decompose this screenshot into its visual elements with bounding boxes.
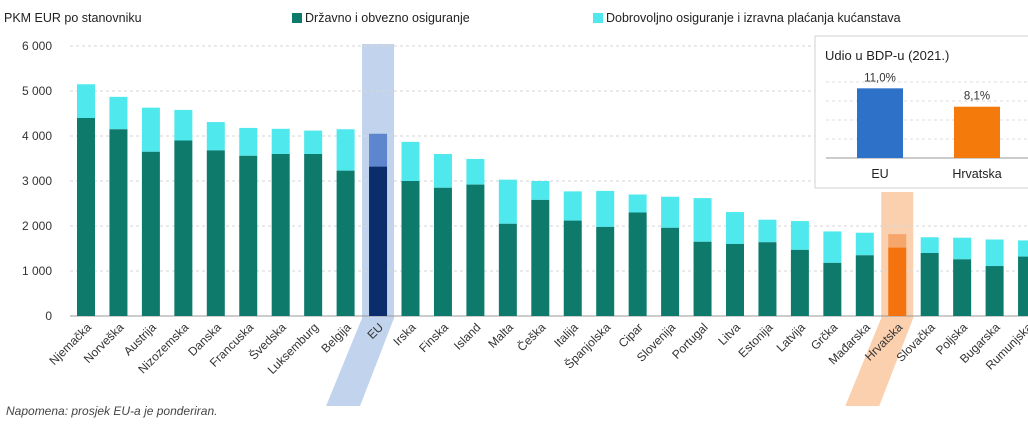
bar-voluntary [109,96,128,130]
x-tick-label: Češka [514,319,549,354]
x-tick-label: Finska [416,320,451,355]
inset-title: Udio u BDP-u (2021.) [825,48,949,63]
bar-state [498,223,517,316]
bar-voluntary [141,107,160,152]
y-tick-label: 1 000 [22,264,52,278]
bar-state [336,170,355,316]
y-tick-label: 4 000 [22,129,52,143]
bar-state [693,241,712,316]
bar-voluntary [206,122,225,151]
bar-voluntary [758,219,777,243]
x-tick-label: Litva [715,320,743,348]
bar-state [1018,256,1028,316]
inset-bar-1 [954,106,1000,158]
bar-state [77,118,95,316]
bar-state [596,226,615,316]
legend-label-voluntary: Dobrovoljno osiguranje i izravna plaćanj… [606,11,901,25]
x-tick-label: Estonija [735,320,775,360]
bar-voluntary [1018,240,1028,257]
bar-voluntary [888,234,907,248]
bar-state [531,199,550,316]
bar-voluntary [985,239,1004,267]
legend-swatch-voluntary [593,13,603,23]
x-tick-label: Cipar [616,320,646,350]
legend-label-state: Državno i obvezno osiguranje [305,11,470,25]
bar-voluntary [726,212,744,244]
x-tick-label: Italija [551,320,581,350]
bar-voluntary [433,154,452,188]
bar-state [823,262,842,316]
bar-state [661,227,680,316]
inset-value-label: 11,0% [864,72,896,84]
bar-state [271,154,290,316]
legend: Državno i obvezno osiguranje Dobrovoljno… [292,11,901,25]
bar-state [369,166,388,316]
x-tick-label: Portugal [669,320,711,362]
bar-voluntary [498,179,517,224]
y-tick-label: 2 000 [22,219,52,233]
bar-state [174,140,193,316]
bar-state [920,253,939,316]
y-tick-label: 3 000 [22,174,52,188]
bar-state [466,184,485,316]
bar-voluntary [596,190,615,227]
bar-voluntary [953,237,972,260]
bar-voluntary [661,196,680,228]
bar-state [855,255,874,316]
bar-voluntary [401,141,420,181]
bar-state [433,187,452,316]
bar-state [953,259,972,316]
inset-category-label: Hrvatska [952,167,1001,181]
bar-state [206,150,225,316]
bar-voluntary [920,237,939,253]
bar-voluntary [563,191,582,221]
bar-state [726,244,744,316]
inset-bar-0 [857,88,903,158]
y-tick-label: 6 000 [22,39,52,53]
bar-state [790,249,809,316]
bar-voluntary [693,198,712,242]
gdp-share-inset: Udio u BDP-u (2021.) 11,0% EU 8,1% Hrvatska [814,35,1028,189]
bar-state [141,151,160,316]
bar-state [888,247,907,316]
y-tick-label: 5 000 [22,84,52,98]
bar-state [239,155,258,316]
bar-voluntary [790,221,809,250]
x-tick-label: Malta [485,320,516,351]
bar-voluntary [855,232,874,256]
y-axis: 6 000 5 000 4 000 3 000 2 000 1 000 0 [22,39,52,323]
footnote: Napomena: prosjek EU-a je ponderiran. [6,404,218,418]
bar-voluntary [369,133,388,167]
bar-state [109,129,128,316]
bar-voluntary [271,128,290,154]
inset-value-label: 8,1% [964,91,990,103]
bar-voluntary [239,127,258,156]
bar-state [304,154,323,316]
legend-swatch-state [292,13,302,23]
bar-voluntary [304,130,323,154]
bars [77,84,1028,316]
y-tick-label: 0 [45,309,52,323]
bar-voluntary [466,158,485,185]
inset-category-label: EU [871,167,888,181]
bar-voluntary [823,231,842,263]
x-tick-label: Irska [390,320,419,349]
x-tick-label: Belgija [318,320,354,356]
y-axis-title: PKM EUR po stanovniku [4,11,142,25]
bar-state [985,266,1004,316]
bar-state [563,220,582,316]
inset-bars: 11,0% EU 8,1% Hrvatska [857,72,1002,181]
bar-voluntary [628,194,647,213]
x-tick-label: Island [451,320,484,353]
bar-state [401,181,420,316]
bar-voluntary [77,84,95,118]
x-tick-label: Latvija [774,320,809,355]
bar-state [628,212,647,316]
bar-voluntary [336,129,355,171]
bar-voluntary [531,181,550,200]
bar-voluntary [174,109,193,141]
bar-state [758,242,777,316]
